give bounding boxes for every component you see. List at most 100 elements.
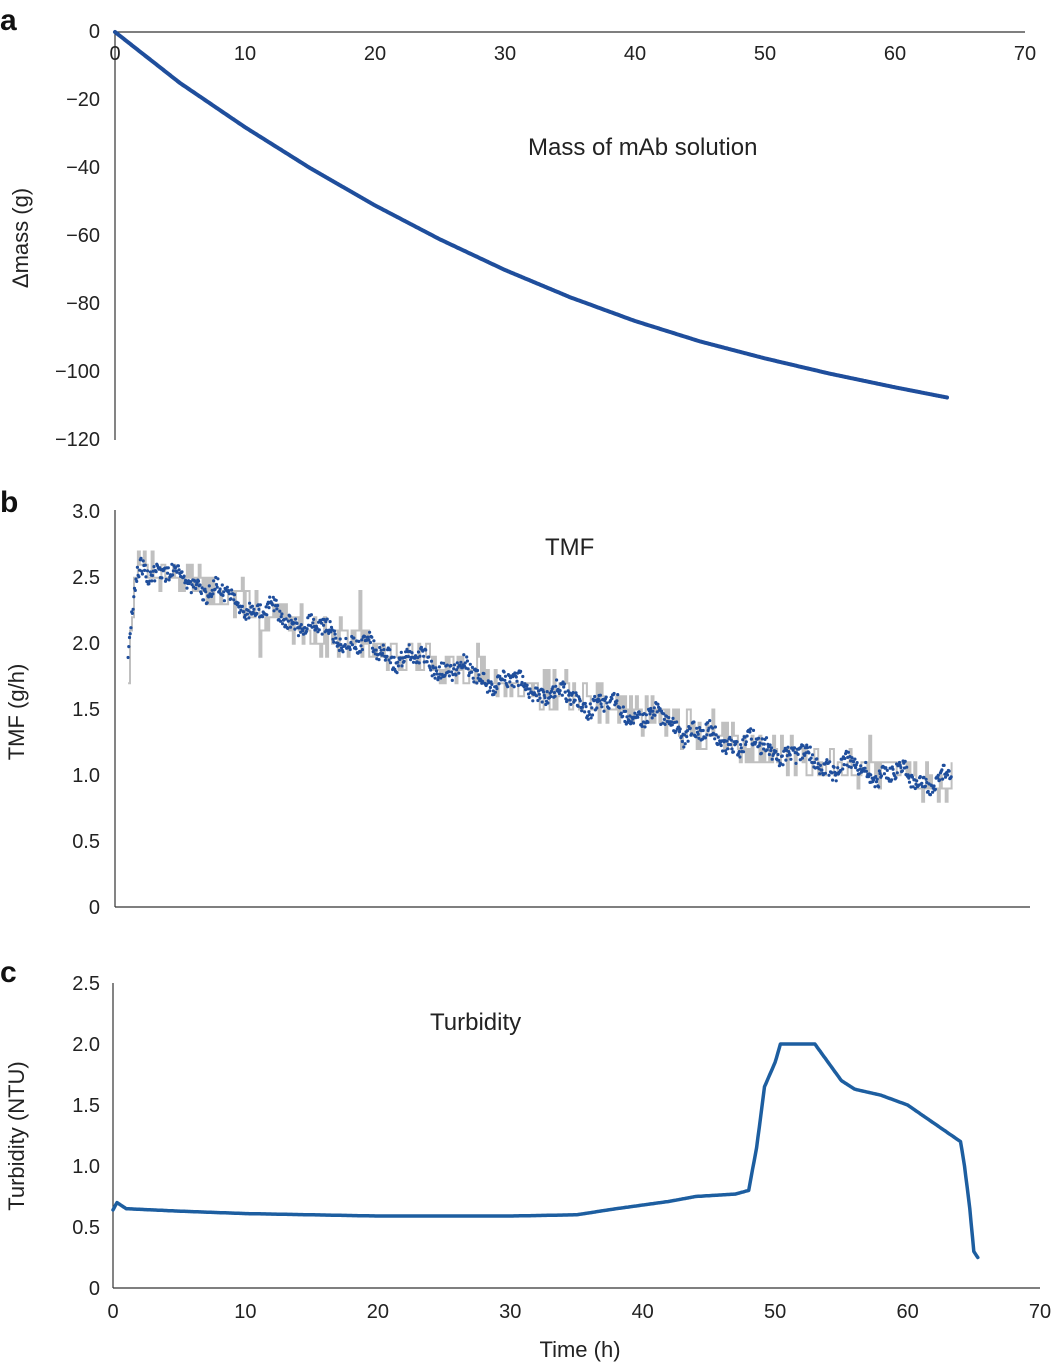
data-point: [436, 678, 440, 682]
data-point: [502, 670, 506, 674]
data-point: [410, 651, 414, 655]
data-point: [615, 699, 619, 703]
data-point: [304, 629, 308, 634]
data-point: [947, 769, 951, 773]
data-point: [148, 570, 152, 574]
data-point: [185, 586, 189, 590]
data-point: [903, 759, 907, 764]
data-point: [194, 586, 198, 591]
data-point: [267, 606, 271, 610]
data-point: [472, 680, 476, 684]
data-point: [809, 756, 813, 760]
data-point: [885, 768, 889, 773]
data-point: [595, 706, 599, 710]
data-point: [762, 742, 766, 746]
data-point: [576, 704, 580, 708]
data-point: [465, 655, 469, 659]
data-point: [842, 763, 846, 767]
data-point: [152, 565, 156, 569]
data-point: [554, 684, 558, 688]
data-point: [455, 668, 459, 672]
data-point: [196, 579, 201, 583]
data-point: [905, 765, 909, 769]
data-point: [354, 647, 358, 651]
data-point: [599, 702, 603, 706]
data-point: [490, 682, 494, 687]
data-point: [227, 589, 231, 593]
data-point: [604, 695, 608, 699]
data-point: [284, 617, 288, 621]
data-point: [421, 649, 425, 653]
data-point: [274, 598, 278, 602]
data-point: [434, 669, 439, 673]
data-point: [466, 667, 470, 671]
data-point: [145, 569, 150, 573]
data-point: [723, 749, 728, 753]
data-point: [283, 623, 288, 627]
data-point: [949, 775, 953, 779]
data-point: [357, 639, 361, 644]
data-point: [900, 769, 905, 773]
data-point: [199, 591, 203, 596]
data-point: [942, 763, 946, 768]
data-point: [857, 772, 861, 776]
data-point: [864, 769, 869, 773]
data-point: [636, 715, 640, 719]
data-point: [429, 659, 434, 663]
data-point: [378, 645, 382, 650]
data-point: [610, 697, 614, 701]
panel-letter-b: b: [0, 486, 18, 519]
data-point: [774, 749, 778, 754]
data-point: [563, 690, 567, 694]
data-point: [189, 580, 193, 584]
data-point: [678, 727, 682, 731]
data-point: [348, 647, 352, 652]
data-point: [229, 597, 233, 601]
data-point: [212, 579, 216, 583]
data-point: [525, 683, 529, 687]
y-tick-label: −80: [66, 293, 100, 315]
data-point: [737, 750, 741, 754]
data-point: [832, 765, 836, 769]
data-point: [735, 740, 739, 744]
data-point: [758, 741, 762, 745]
data-point: [716, 735, 720, 739]
data-point: [805, 746, 810, 750]
data-point: [940, 768, 944, 772]
y-ticks-a: 0 −20 −40 −60 −80 −100 −120: [55, 21, 100, 451]
data-point: [230, 588, 234, 592]
data-point: [299, 623, 303, 627]
x-tick-label: 50: [754, 43, 776, 65]
data-point: [698, 726, 702, 730]
data-point: [583, 701, 587, 706]
data-point: [388, 648, 392, 652]
data-point: [938, 778, 942, 782]
data-point: [272, 609, 276, 613]
data-point: [781, 763, 785, 767]
data-point: [567, 691, 572, 695]
data-point: [258, 603, 262, 607]
data-point: [724, 751, 728, 756]
data-point: [135, 579, 139, 584]
data-point: [713, 725, 718, 729]
data-point: [508, 680, 512, 684]
data-point: [818, 772, 822, 776]
data-point: [805, 743, 809, 747]
data-point: [344, 636, 348, 641]
data-point: [843, 756, 847, 761]
data-point: [264, 605, 268, 609]
data-point: [652, 706, 656, 710]
data-point: [675, 720, 679, 724]
data-point: [411, 660, 416, 664]
data-point: [600, 705, 604, 709]
data-point: [754, 740, 758, 744]
x-tick-label: 50: [764, 1301, 786, 1323]
y-ticks-b: 0 0.5 1.0 1.5 2.0 2.5 3.0: [72, 501, 100, 919]
data-point: [422, 654, 426, 658]
data-point: [546, 701, 550, 705]
data-point: [621, 705, 626, 709]
data-point: [459, 660, 463, 664]
data-point: [427, 655, 431, 659]
data-point: [359, 644, 363, 648]
data-point: [936, 776, 940, 780]
